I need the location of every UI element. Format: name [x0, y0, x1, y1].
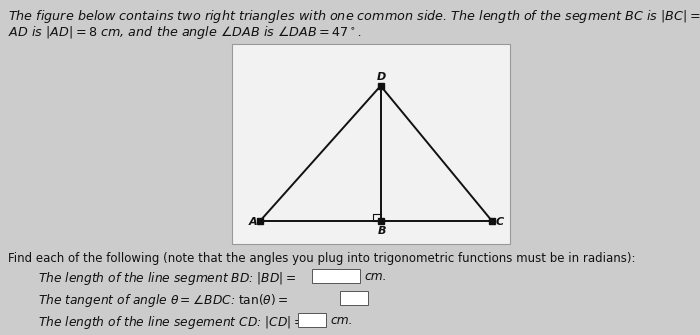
Text: cm.: cm. [330, 314, 353, 327]
Text: $AD$ is $|AD| = 8$ cm, and the angle $\angle DAB$ is $\angle DAB = 47^\circ$.: $AD$ is $|AD| = 8$ cm, and the angle $\a… [8, 24, 362, 41]
Text: cm.: cm. [364, 270, 386, 283]
Bar [312, 269, 360, 283]
Bar [340, 291, 368, 305]
Text: The length of the line segement $CD$: $|CD| =$: The length of the line segement $CD$: $|… [38, 314, 308, 331]
Text: B: B [377, 226, 386, 236]
Text: The figure below contains two right triangles with one common side. The length o: The figure below contains two right tria… [8, 8, 700, 25]
Text: The tangent of angle $\theta = \angle BDC$: $\tan(\theta) =$: The tangent of angle $\theta = \angle BD… [38, 292, 288, 309]
Text: .9885: .9885 [319, 270, 353, 283]
Text: Find each of the following (note that the angles you plug into trigonometric fun: Find each of the following (note that th… [8, 252, 636, 265]
Bar [232, 44, 510, 244]
Text: D: D [377, 72, 386, 82]
Text: C: C [496, 217, 504, 227]
Text: A: A [248, 217, 258, 227]
Bar [298, 313, 326, 327]
Text: The length of the line segment $BD$: $|BD| =$: The length of the line segment $BD$: $|B… [38, 270, 300, 287]
